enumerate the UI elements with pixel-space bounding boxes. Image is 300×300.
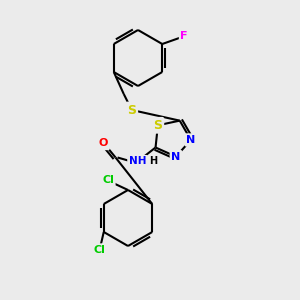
- Text: Cl: Cl: [94, 245, 106, 255]
- Text: O: O: [99, 139, 108, 148]
- Text: Cl: Cl: [102, 175, 114, 185]
- Text: S: S: [127, 103, 136, 116]
- Text: F: F: [181, 31, 188, 41]
- Text: H: H: [149, 157, 158, 166]
- Text: NH: NH: [129, 157, 146, 166]
- Text: N: N: [171, 152, 181, 162]
- Text: S: S: [153, 119, 162, 132]
- Text: N: N: [186, 135, 196, 145]
